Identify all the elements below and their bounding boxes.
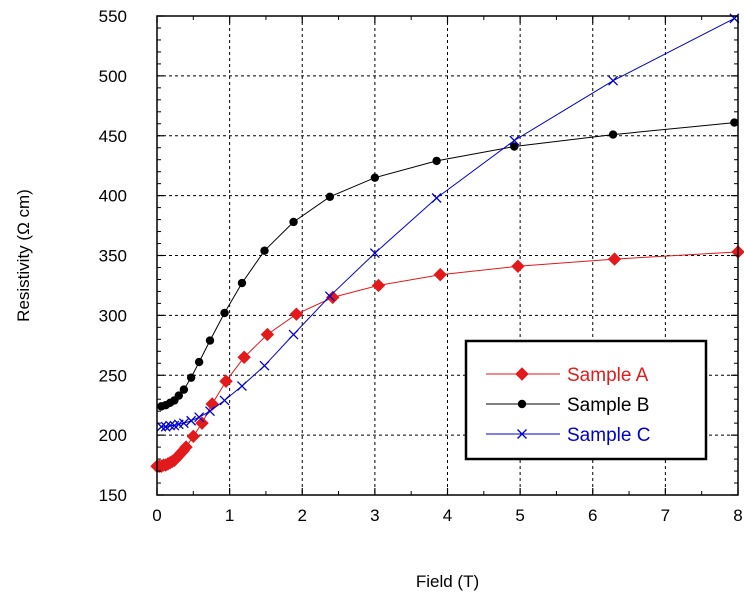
y-axis-title: Resistivity (Ω cm) bbox=[14, 189, 33, 322]
x-tick-label: 8 bbox=[733, 506, 742, 525]
data-point-sample-b bbox=[260, 246, 269, 255]
data-point-sample-c bbox=[509, 135, 520, 146]
data-point-sample-c bbox=[288, 329, 299, 340]
data-point-sample-c bbox=[431, 193, 442, 203]
data-point-sample-a bbox=[433, 267, 447, 282]
x-tick-label: 3 bbox=[370, 506, 379, 525]
data-point-sample-b bbox=[194, 357, 204, 367]
data-point-sample-c bbox=[186, 415, 197, 426]
data-point-sample-b bbox=[730, 118, 739, 127]
data-point-sample-a bbox=[260, 327, 275, 342]
data-point-sample-a bbox=[219, 374, 233, 388]
legend-marker-sample-c bbox=[517, 429, 527, 439]
data-point-sample-c bbox=[205, 406, 215, 417]
data-point-sample-a bbox=[289, 307, 304, 321]
data-point-sample-b bbox=[220, 308, 229, 318]
x-tick-label: 1 bbox=[225, 506, 234, 525]
data-point-sample-b bbox=[174, 391, 183, 400]
data-point-sample-b bbox=[289, 217, 298, 227]
x-axis-title: Field (T) bbox=[416, 572, 479, 591]
y-tick-label: 550 bbox=[99, 7, 127, 26]
data-point-sample-b bbox=[205, 336, 215, 345]
legend-item-sample-b: Sample B bbox=[486, 395, 649, 416]
legend-item-sample-a: Sample A bbox=[486, 365, 649, 386]
y-tick-label: 450 bbox=[99, 127, 127, 146]
data-point-sample-c bbox=[608, 75, 619, 86]
y-tick-label: 250 bbox=[99, 366, 127, 385]
y-tick-label: 200 bbox=[99, 426, 127, 445]
series-sample-a bbox=[150, 245, 744, 473]
tick-labels: 0 1 2 3 4 5 6 7 8 150 200 250 300 350 400 450 500 550 bbox=[99, 7, 743, 525]
data-point-sample-a bbox=[186, 429, 201, 444]
legend-box bbox=[464, 339, 708, 461]
x-tick-label: 5 bbox=[515, 506, 524, 525]
y-tick-label: 150 bbox=[99, 486, 127, 505]
data-point-sample-a bbox=[195, 416, 209, 430]
series-lines bbox=[150, 13, 744, 473]
legend: Sample A Sample B Sample C bbox=[464, 339, 708, 461]
legend-label-sample-b: Sample B bbox=[567, 395, 649, 416]
data-point-sample-c bbox=[156, 421, 167, 432]
data-point-sample-b bbox=[432, 156, 441, 166]
data-point-sample-b bbox=[186, 373, 196, 382]
data-point-sample-c bbox=[237, 381, 247, 391]
x-tick-label: 7 bbox=[661, 506, 670, 525]
legend-label-sample-c: Sample C bbox=[567, 425, 650, 446]
data-point-sample-b bbox=[325, 192, 335, 202]
y-tick-label: 350 bbox=[99, 247, 127, 266]
legend-label-sample-a: Sample A bbox=[567, 365, 649, 386]
data-point-sample-b bbox=[370, 173, 380, 182]
data-point-sample-c bbox=[165, 420, 176, 431]
legend-marker-sample-b bbox=[517, 399, 527, 409]
y-tick-label: 300 bbox=[99, 306, 127, 325]
x-tick-label: 6 bbox=[588, 506, 597, 525]
y-tick-label: 500 bbox=[99, 67, 127, 86]
data-point-sample-a bbox=[237, 350, 251, 364]
series-sample-c bbox=[156, 13, 740, 432]
data-point-sample-a bbox=[511, 259, 525, 273]
data-point-sample-c bbox=[194, 412, 205, 423]
data-point-sample-c bbox=[369, 248, 380, 259]
data-point-sample-c bbox=[324, 291, 335, 302]
data-point-sample-a bbox=[179, 440, 193, 454]
data-point-sample-b bbox=[237, 278, 247, 288]
legend-item-sample-c: Sample C bbox=[486, 425, 650, 446]
data-point-sample-c bbox=[219, 395, 230, 406]
x-tick-label: 0 bbox=[152, 506, 161, 525]
series-sample-b bbox=[157, 118, 739, 411]
legend-marker-sample-a bbox=[515, 367, 529, 381]
axis-ticks bbox=[156, 15, 739, 496]
data-point-sample-b bbox=[510, 142, 519, 151]
x-tick-label: 2 bbox=[298, 506, 307, 525]
data-point-sample-b bbox=[608, 130, 618, 139]
data-point-sample-a bbox=[371, 278, 386, 293]
data-point-sample-a bbox=[607, 252, 622, 266]
x-tick-label: 4 bbox=[443, 506, 452, 525]
data-point-sample-b bbox=[179, 385, 189, 394]
data-point-sample-c bbox=[178, 418, 189, 429]
data-point-sample-c bbox=[259, 360, 270, 371]
y-tick-label: 400 bbox=[99, 187, 127, 206]
